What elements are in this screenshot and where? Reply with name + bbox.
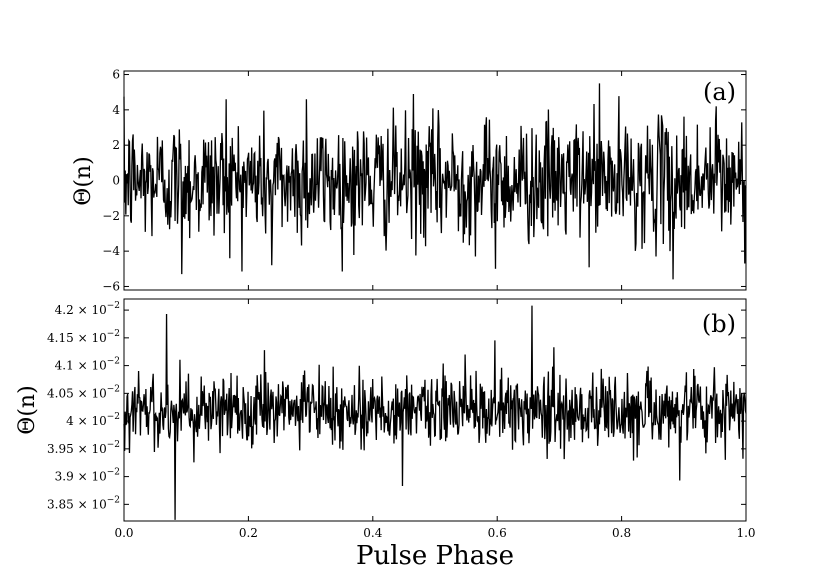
xtick-label: 0.6: [488, 526, 507, 540]
ytick-label: 2: [112, 138, 120, 152]
ytick-label: 4.2 × 10−2: [55, 301, 120, 317]
panel-b-label: (b): [702, 310, 736, 338]
panel-a-ytick-labels: −6 −4 −2 0 2 4 6: [102, 68, 120, 294]
panel-a-series-line: [123, 83, 747, 280]
xtick-label: 1.0: [736, 526, 755, 540]
panel-a-ylabel: Θ(n): [71, 156, 96, 205]
ytick-label: −6: [102, 279, 120, 293]
ytick-label: −4: [102, 244, 120, 258]
ytick-label: 0: [112, 174, 120, 188]
panel-a-label: (a): [703, 78, 736, 106]
panel-b-xtick-labels: 0.0 0.2 0.4 0.6 0.8 1.0: [114, 526, 755, 540]
xtick-label: 0.2: [239, 526, 258, 540]
panel-b-ticks: [123, 299, 747, 521]
x-axis-label: Pulse Phase: [356, 541, 514, 571]
xtick-label: 0.0: [114, 526, 133, 540]
panel-b: 3.85 × 10−2 3.9 × 10−2 3.95 × 10−2 4 × 10−2…: [15, 298, 756, 571]
ytick-label: 3.95 × 10−2: [47, 440, 120, 456]
ytick-label: 6: [112, 68, 120, 82]
panel-b-ytick-labels: 3.85 × 10−2 3.9 × 10−2 3.95 × 10−2 4 × 10−2…: [47, 301, 120, 511]
ytick-label: −2: [102, 209, 120, 223]
xtick-label: 0.8: [612, 526, 631, 540]
ytick-label: 4.15 × 10−2: [47, 329, 120, 345]
ytick-label: 4.1 × 10−2: [55, 357, 120, 373]
panel-b-ylabel: Θ(n): [15, 385, 40, 434]
ytick-label: 4.05 × 10−2: [47, 384, 120, 400]
ytick-label: 3.85 × 10−2: [47, 495, 120, 511]
xtick-label: 0.4: [363, 526, 382, 540]
panel-a: −6 −4 −2 0 2 4 6 (a) Θ(n): [71, 68, 747, 294]
panel-b-series-line: [123, 305, 747, 520]
ytick-label: 4: [112, 103, 120, 117]
ytick-label: 3.9 × 10−2: [55, 468, 120, 484]
ytick-label: 4 × 10−2: [66, 412, 120, 428]
